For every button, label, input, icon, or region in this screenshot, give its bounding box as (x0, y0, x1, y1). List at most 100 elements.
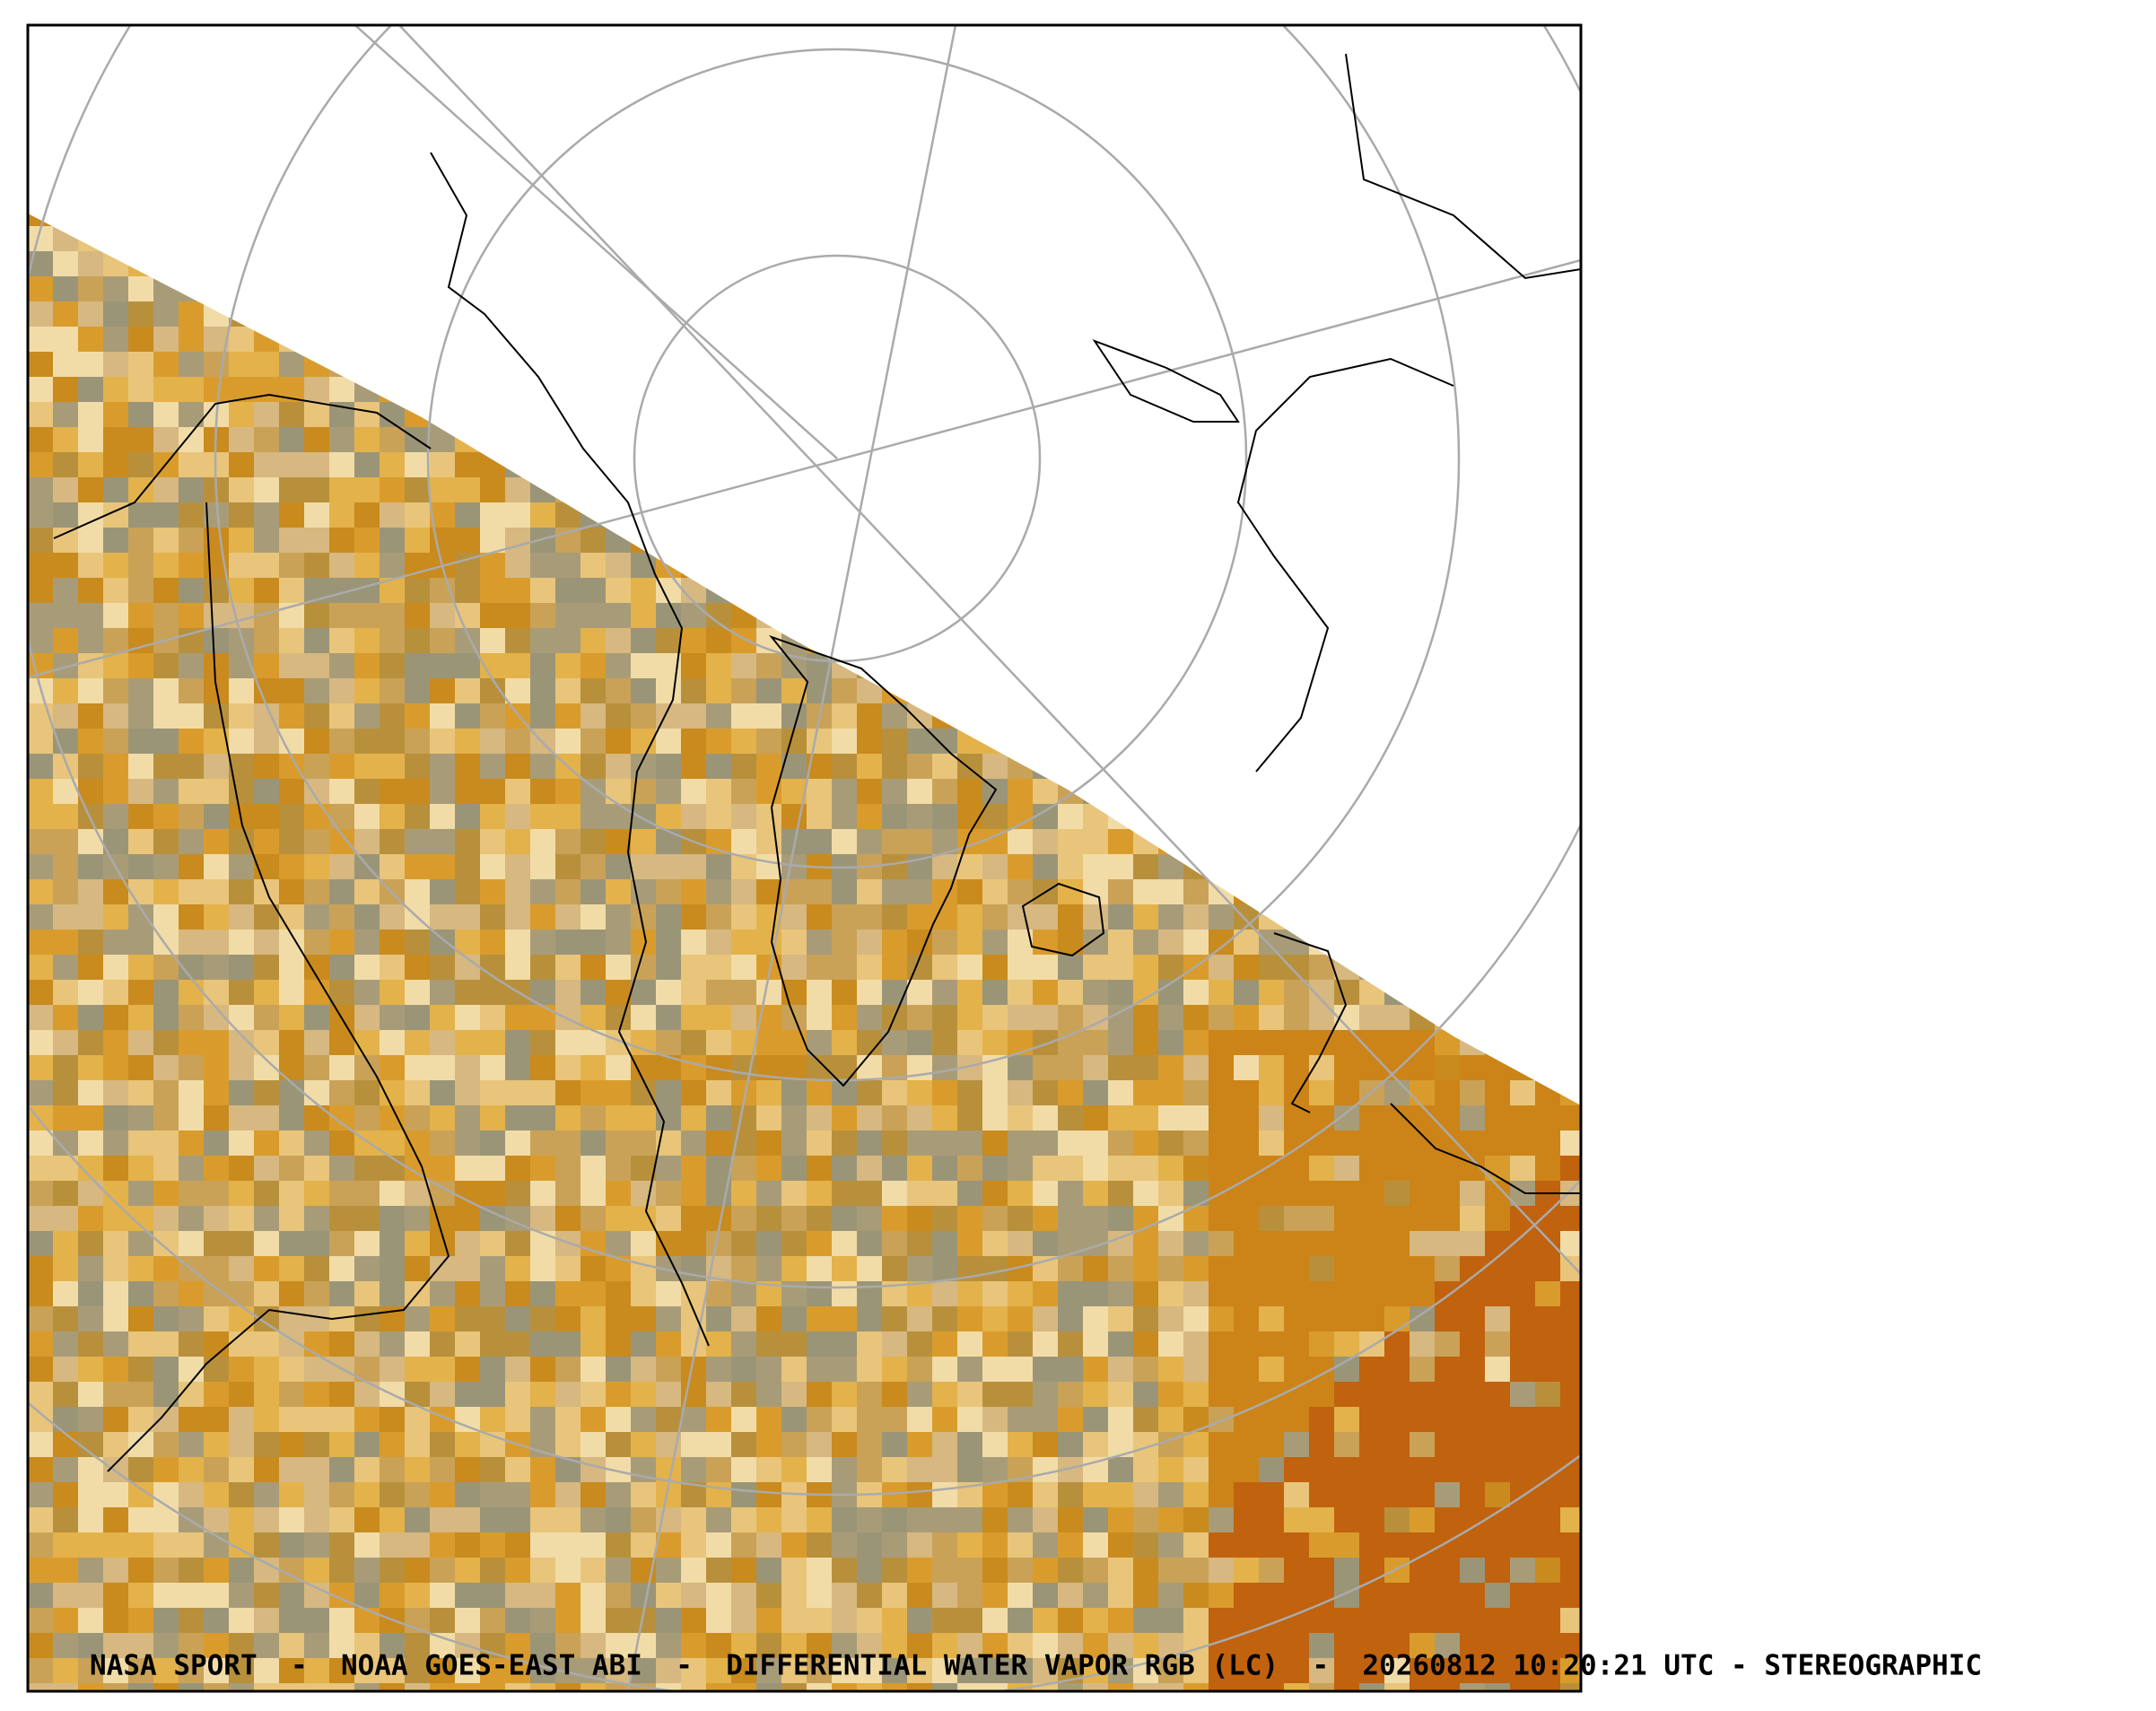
pixel (832, 1507, 857, 1532)
pixel (656, 980, 681, 1005)
pixel (28, 327, 53, 352)
pixel (555, 578, 580, 603)
pixel (229, 1482, 254, 1507)
pixel (1008, 1206, 1033, 1231)
pixel (606, 1558, 631, 1583)
pixel (1083, 1331, 1108, 1357)
pixel (1334, 1156, 1359, 1181)
pixel (455, 1306, 480, 1331)
pixel (932, 1055, 957, 1080)
pixel (1234, 1482, 1259, 1507)
pixel (530, 502, 555, 528)
pixel (380, 1055, 405, 1080)
pixel (857, 1156, 882, 1181)
pixel (756, 678, 781, 703)
pixel (1284, 1608, 1309, 1633)
pixel (254, 904, 279, 930)
pixel (279, 1130, 304, 1156)
pixel (656, 1608, 681, 1633)
pixel (681, 754, 706, 779)
pixel (254, 578, 279, 603)
pixel (1410, 1156, 1435, 1181)
pixel (455, 1432, 480, 1457)
pixel (1209, 1583, 1234, 1608)
pixel (78, 1055, 103, 1080)
pixel (1410, 1432, 1435, 1457)
pixel (1133, 1130, 1158, 1156)
pixel (1334, 1382, 1359, 1407)
pixel (229, 477, 254, 502)
pixel (455, 904, 480, 930)
pixel (254, 528, 279, 553)
pixel (1033, 1633, 1058, 1658)
pixel (656, 1407, 681, 1432)
pixel (1259, 930, 1284, 955)
pixel (606, 1357, 631, 1382)
pixel (354, 1156, 380, 1181)
pixel (1435, 1457, 1460, 1482)
pixel (631, 804, 656, 829)
pixel (681, 1080, 706, 1105)
pixel (480, 1507, 505, 1532)
pixel (1008, 1532, 1033, 1558)
pixel (907, 904, 932, 930)
pixel (1460, 1457, 1485, 1482)
pixel (1183, 1357, 1209, 1382)
pixel (606, 1306, 631, 1331)
pixel (706, 1608, 731, 1633)
pixel (78, 829, 103, 854)
pixel (179, 1532, 204, 1558)
pixel (480, 1331, 505, 1357)
pixel (204, 578, 229, 603)
pixel (1033, 1331, 1058, 1357)
pixel (1209, 904, 1234, 930)
pixel (1485, 1432, 1510, 1457)
pixel (1133, 904, 1158, 930)
pixel (179, 678, 204, 703)
pixel (430, 703, 455, 729)
pixel (606, 578, 631, 603)
pixel (1058, 1432, 1083, 1457)
pixel (455, 754, 480, 779)
pixel (807, 1181, 832, 1206)
pixel (555, 1331, 580, 1357)
pixel (530, 1281, 555, 1306)
pixel (555, 703, 580, 729)
pixel (907, 1030, 932, 1055)
pixel (756, 1105, 781, 1130)
pixel (781, 1306, 807, 1331)
pixel (78, 1231, 103, 1256)
pixel (1158, 1583, 1183, 1608)
pixel (53, 1482, 78, 1507)
pixel (28, 603, 53, 628)
pixel (505, 1231, 530, 1256)
pixel (857, 879, 882, 904)
pixel (857, 1507, 882, 1532)
pixel (103, 1532, 128, 1558)
pixel (1460, 1608, 1485, 1633)
pixel (229, 1507, 254, 1532)
pixel (179, 779, 204, 804)
pixel (380, 628, 405, 653)
pixel (229, 1633, 254, 1658)
pixel (128, 452, 153, 477)
pixel (28, 578, 53, 603)
pixel (505, 1080, 530, 1105)
pixel (254, 1407, 279, 1432)
pixel (882, 1432, 907, 1457)
pixel (530, 603, 555, 628)
pixel (53, 1658, 78, 1683)
pixel (1033, 1382, 1058, 1407)
pixel (1384, 1558, 1410, 1583)
pixel (1535, 1306, 1560, 1331)
pixel (1033, 1357, 1058, 1382)
pixel (103, 377, 128, 402)
pixel (1334, 1130, 1359, 1156)
pixel (857, 1055, 882, 1080)
pixel (857, 1382, 882, 1407)
pixel (480, 1608, 505, 1633)
pixel (28, 1482, 53, 1507)
pixel (832, 1306, 857, 1331)
pixel (304, 603, 329, 628)
pixel (982, 1005, 1008, 1030)
